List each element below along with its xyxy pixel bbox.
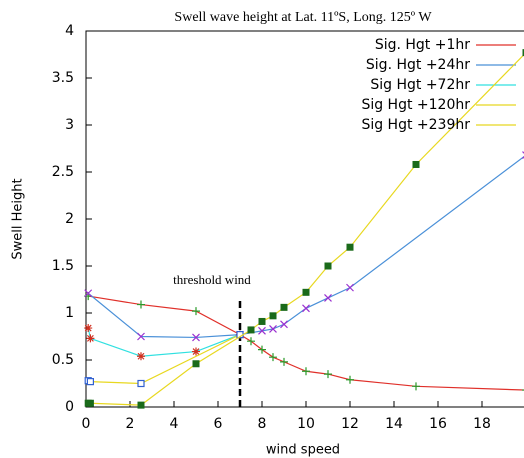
marker	[522, 389, 524, 391]
marker	[324, 262, 332, 270]
y-tick-label: 3.5	[52, 70, 74, 86]
marker	[280, 357, 288, 366]
marker	[258, 326, 266, 335]
y-tick-label: 0.5	[52, 352, 74, 368]
marker	[346, 375, 354, 384]
chart-title: Swell wave height at Lat. 11ºS, Long. 12…	[174, 10, 432, 25]
marker	[137, 401, 145, 409]
marker	[137, 300, 145, 309]
marker	[258, 317, 266, 325]
x-tick-label: 14	[385, 416, 403, 432]
x-tick-label: 8	[258, 416, 267, 432]
marker	[522, 49, 524, 57]
series-line	[87, 155, 524, 339]
y-tick-label: 1.5	[52, 258, 74, 274]
y-tick-label: 4	[65, 23, 74, 39]
marker	[137, 379, 145, 388]
marker	[280, 303, 288, 311]
annotation: threshold wind	[173, 272, 251, 287]
series-line	[87, 327, 241, 357]
marker	[247, 337, 255, 346]
marker	[84, 324, 93, 333]
legend-label: Sig Hgt +72hr	[370, 77, 470, 93]
series-line	[88, 295, 524, 391]
legend-label: Sig Hgt +120hr	[361, 97, 470, 113]
y-tick-label: 2.5	[52, 164, 74, 180]
y-axis-label: Swell Height	[11, 178, 26, 259]
legend-label: Sig. Hgt +24hr	[366, 57, 470, 73]
marker	[302, 304, 310, 313]
marker	[269, 353, 277, 362]
marker	[137, 352, 145, 361]
y-tick-label: 0	[65, 399, 74, 415]
marker	[192, 360, 200, 368]
marker	[302, 367, 310, 376]
marker	[324, 370, 332, 379]
x-tick-label: 6	[214, 416, 223, 432]
marker	[269, 312, 277, 320]
marker	[412, 160, 420, 168]
x-tick-label: 16	[429, 416, 447, 432]
x-tick-label: 4	[170, 416, 179, 432]
marker	[269, 325, 277, 333]
y-tick-label: 3	[65, 117, 74, 133]
marker	[86, 399, 94, 407]
marker	[280, 320, 288, 329]
marker	[192, 307, 200, 316]
marker	[137, 332, 145, 341]
y-tick-label: 2	[65, 211, 74, 227]
marker	[247, 326, 255, 334]
marker	[258, 345, 266, 354]
y-tick-label: 1	[65, 305, 74, 321]
marker	[84, 289, 93, 298]
marker	[86, 334, 95, 343]
marker	[346, 243, 354, 251]
x-tick-label: 18	[473, 416, 491, 432]
legend-label: Sig. Hgt +1hr	[375, 37, 470, 53]
x-axis-label: wind speed	[266, 443, 340, 458]
x-tick-label: 2	[126, 416, 135, 432]
x-tick-label: 10	[297, 416, 315, 432]
x-tick-label: 0	[82, 416, 91, 432]
marker	[346, 283, 354, 292]
marker	[324, 294, 332, 302]
marker	[192, 333, 200, 342]
marker	[192, 347, 200, 356]
series-line	[87, 334, 241, 385]
marker	[86, 378, 95, 386]
legend-label: Sig Hgt +239hr	[361, 117, 470, 133]
x-tick-label: 12	[341, 416, 359, 432]
marker	[302, 288, 310, 296]
marker	[412, 382, 420, 391]
